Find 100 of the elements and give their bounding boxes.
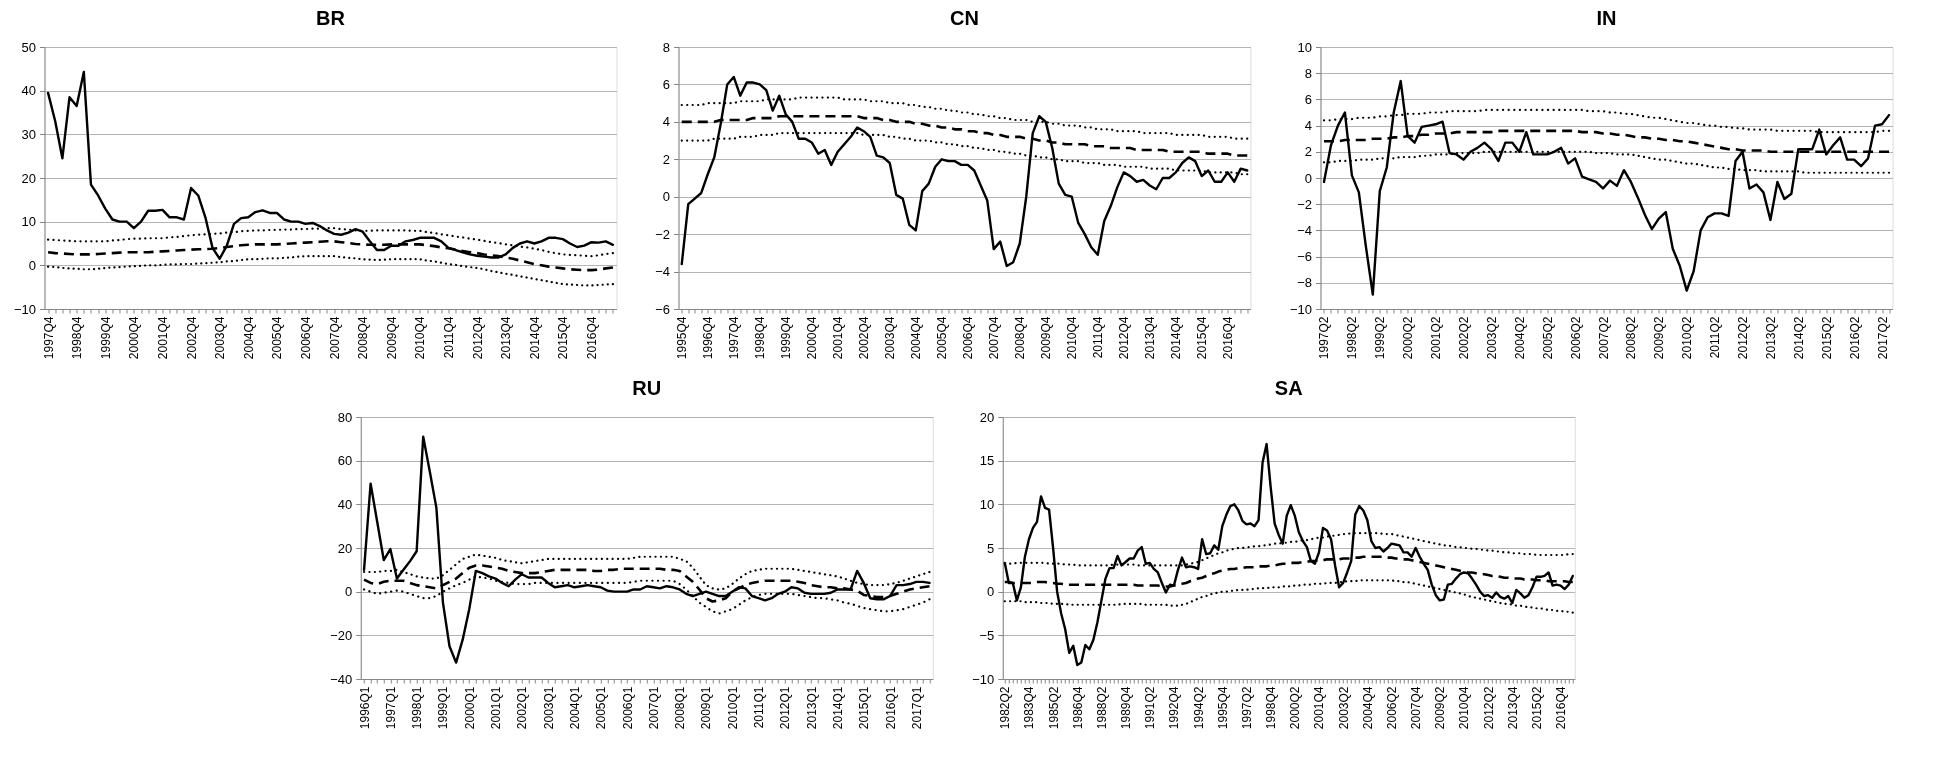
x-tick-label: 1998Q4	[753, 316, 768, 360]
y-tick-label: −6	[655, 301, 670, 317]
x-tick-label: 2012Q4	[1117, 316, 1132, 360]
x-tick-label: 1998Q1	[410, 686, 425, 730]
x-tick-label: 2002Q2	[1456, 316, 1471, 360]
x-tick-label: 2017Q1	[909, 686, 924, 730]
x-tick-label: 2000Q4	[127, 316, 142, 360]
x-tick-label: 2000Q2	[1401, 316, 1416, 360]
x-tick-label: 1998Q4	[70, 316, 85, 360]
x-tick-label: 2012Q2	[1736, 316, 1751, 360]
x-tick-label: 2006Q4	[961, 316, 976, 360]
x-tick-label: 2005Q2	[1540, 316, 1555, 360]
x-tick-label: 1996Q4	[701, 316, 716, 360]
x-tick-label: 2001Q4	[831, 316, 846, 360]
x-tick-label: 2002Q1	[515, 686, 530, 730]
x-tick-label: 2006Q1	[620, 686, 635, 730]
x-tick-label: 2015Q2	[1529, 686, 1544, 730]
x-tick-label: 2015Q4	[1195, 316, 1210, 360]
x-tick-label: 1988Q2	[1094, 686, 1109, 730]
y-tick-label: 15	[979, 453, 995, 469]
y-tick-label: 10	[1297, 39, 1312, 55]
x-tick-label: 2000Q1	[462, 686, 477, 730]
y-tick-label: 0	[28, 257, 36, 273]
x-tick-label: 1983Q4	[1022, 686, 1037, 730]
x-tick-label: 2000Q2	[1288, 686, 1303, 730]
y-tick-label: 6	[1304, 91, 1312, 107]
x-tick-label: 2002Q4	[857, 316, 872, 360]
x-tick-label: 2015Q4	[556, 316, 571, 360]
x-tick-label: 2010Q4	[1457, 686, 1472, 730]
x-tick-label: 2004Q2	[1512, 316, 1527, 360]
x-tick-label: 2006Q2	[1568, 316, 1583, 360]
x-tick-label: 2008Q4	[1013, 316, 1028, 360]
x-tick-label: 1994Q2	[1191, 686, 1206, 730]
y-tick-label: −20	[330, 627, 353, 643]
y-tick-label: 4	[662, 114, 670, 130]
y-tick-label: 20	[979, 409, 995, 425]
x-tick-label: 2011Q4	[441, 316, 456, 359]
y-tick-label: 20	[337, 540, 353, 556]
y-tick-label: −6	[1297, 249, 1312, 265]
x-tick-label: 2000Q4	[805, 316, 820, 360]
x-tick-label: 2016Q4	[1221, 316, 1236, 360]
y-tick-label: 6	[662, 76, 670, 92]
x-tick-label: 2012Q2	[1481, 686, 1496, 730]
x-tick-label: 1991Q2	[1143, 686, 1158, 730]
x-tick-label: 2003Q2	[1336, 686, 1351, 730]
x-tick-label: 1997Q4	[727, 316, 742, 360]
x-tick-label: 1997Q2	[1317, 316, 1332, 360]
x-tick-label: 2001Q4	[155, 316, 170, 360]
x-tick-label: 2006Q2	[1384, 686, 1399, 730]
x-tick-label: 2012Q1	[778, 686, 793, 730]
y-tick-label: 10	[21, 214, 36, 230]
x-tick-label: 1986Q4	[1070, 686, 1085, 730]
x-tick-label: 2015Q1	[857, 686, 872, 730]
y-tick-label: 2	[662, 151, 670, 167]
y-tick-label: −4	[655, 264, 670, 280]
x-tick-label: 2007Q4	[987, 316, 1002, 360]
y-tick-label: 2	[1304, 144, 1312, 160]
x-tick-label: 2012Q4	[470, 316, 485, 360]
y-tick-label: 10	[979, 496, 995, 512]
y-tick-label: 4	[1304, 118, 1312, 134]
chart-title: IN	[1596, 7, 1617, 29]
y-tick-label: −2	[1297, 196, 1312, 212]
x-tick-label: 2010Q2	[1680, 316, 1695, 360]
x-tick-label: 2007Q4	[327, 316, 342, 360]
x-tick-label: 2001Q1	[489, 686, 504, 730]
x-tick-label: 2007Q4	[1409, 686, 1424, 730]
y-tick-label: 5	[987, 540, 995, 556]
x-tick-label: 2014Q4	[1169, 316, 1184, 360]
x-tick-label: 1999Q1	[436, 686, 451, 730]
y-tick-label: 40	[337, 496, 353, 512]
x-tick-label: 2011Q1	[752, 686, 767, 729]
x-tick-label: 1999Q4	[779, 316, 794, 360]
x-tick-label: 2005Q1	[594, 686, 609, 730]
x-tick-label: 2003Q4	[883, 316, 898, 360]
y-tick-label: 40	[21, 83, 36, 99]
y-tick-label: −4	[1297, 222, 1312, 238]
x-tick-label: 2009Q1	[699, 686, 714, 730]
x-tick-label: 1995Q4	[675, 316, 690, 360]
x-tick-label: 2004Q4	[1360, 686, 1375, 730]
x-tick-label: 2014Q4	[527, 316, 542, 360]
y-tick-label: −2	[655, 226, 670, 242]
x-tick-label: 2008Q2	[1624, 316, 1639, 360]
x-tick-label: 2009Q2	[1433, 686, 1448, 730]
x-tick-label: 2008Q1	[673, 686, 688, 730]
x-tick-label: 2006Q4	[298, 316, 313, 360]
x-tick-label: 2004Q4	[909, 316, 924, 360]
x-tick-label: 2003Q1	[541, 686, 556, 730]
y-tick-label: 30	[21, 126, 36, 142]
x-tick-label: 2008Q4	[356, 316, 371, 360]
x-tick-label: 2014Q1	[830, 686, 845, 730]
y-tick-label: −10	[1289, 301, 1312, 317]
x-tick-label: 2001Q4	[1312, 686, 1327, 730]
x-tick-label: 2005Q4	[935, 316, 950, 360]
x-tick-label: 2015Q2	[1819, 316, 1834, 360]
x-tick-label: 2009Q2	[1652, 316, 1667, 360]
chart-title: CN	[950, 7, 979, 29]
chart-title: SA	[1274, 377, 1303, 399]
x-tick-label: 1997Q2	[1239, 686, 1254, 730]
x-tick-label: 1997Q4	[41, 316, 56, 360]
x-tick-label: 2013Q1	[804, 686, 819, 730]
